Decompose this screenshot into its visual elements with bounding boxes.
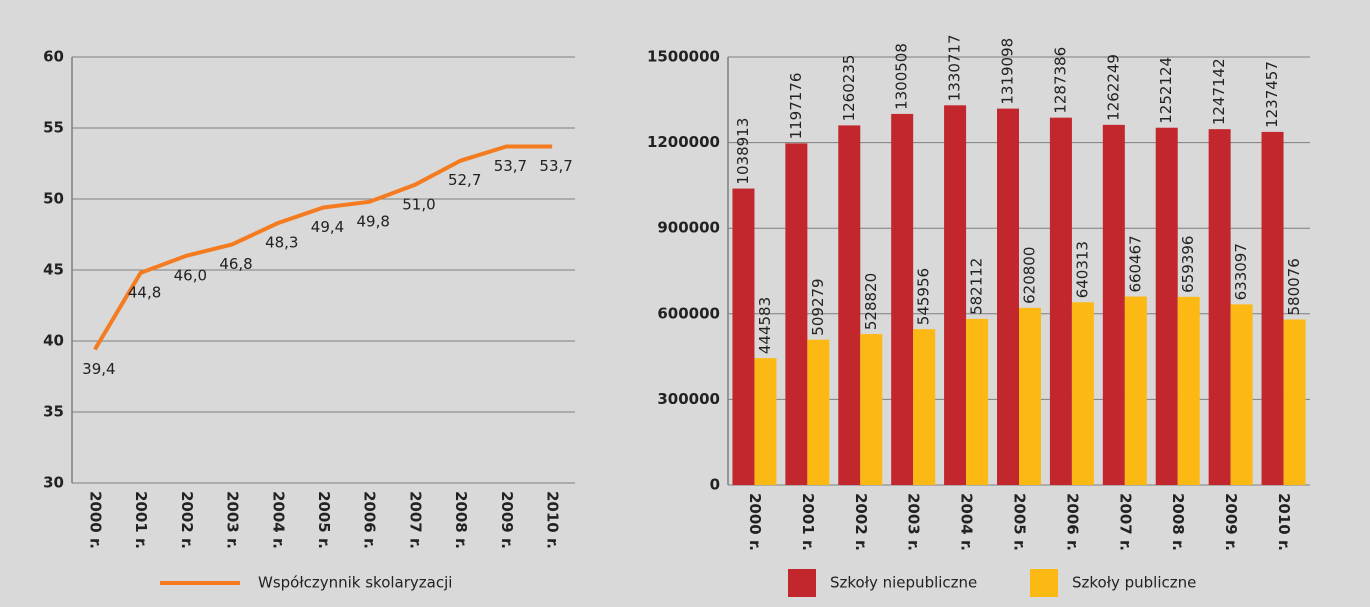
data-label: 48,3	[265, 234, 298, 252]
data-label: 528820	[862, 273, 880, 330]
data-label: 1197176	[787, 73, 805, 140]
x-tick-label: 2004 r.	[958, 493, 976, 551]
data-label: 1319098	[999, 38, 1017, 105]
bar	[732, 188, 755, 486]
bar	[891, 113, 914, 485]
y-tick-label: 35	[43, 403, 64, 421]
x-tick-label: 2001 r.	[799, 493, 817, 551]
bar	[1177, 296, 1200, 485]
data-label: 1260235	[840, 55, 858, 122]
y-tick-label: 55	[43, 119, 64, 137]
y-tick-label: 1200000	[647, 133, 720, 151]
x-tick-label: 2005 r.	[315, 491, 333, 549]
bar	[1155, 127, 1178, 485]
data-label: 52,7	[448, 171, 481, 189]
data-label: 49,8	[357, 212, 390, 230]
x-tick-label: 2003 r.	[224, 491, 242, 549]
data-label: 1038913	[734, 118, 752, 185]
bar	[1208, 129, 1231, 486]
data-label: 640313	[1073, 241, 1091, 298]
x-tick-label: 2000 r.	[746, 493, 764, 551]
x-tick-label: 2002 r.	[852, 493, 870, 551]
data-label: 53,7	[494, 157, 527, 175]
data-label: 1262249	[1104, 54, 1122, 121]
data-label: 545956	[915, 268, 933, 325]
data-label: 53,7	[539, 157, 572, 175]
legend-label: Współczynnik skolaryzacji	[258, 574, 452, 592]
line	[93, 144, 553, 351]
x-tick-label: 2006 r.	[361, 491, 379, 549]
x-tick-label: 2003 r.	[905, 493, 923, 551]
bar	[1230, 304, 1253, 485]
data-label: 51,0	[402, 195, 435, 213]
legend-swatch	[788, 569, 816, 597]
data-label: 39,4	[82, 360, 115, 378]
data-label: 1330717	[946, 34, 964, 101]
data-label: 633097	[1232, 243, 1250, 300]
x-tick-label: 2008 r.	[452, 491, 470, 549]
y-tick-label: 50	[43, 190, 64, 208]
y-tick-label: 30	[43, 474, 64, 492]
data-label: 620800	[1021, 247, 1039, 304]
bar	[966, 318, 989, 485]
bar	[754, 358, 777, 485]
x-tick-label: 2002 r.	[178, 491, 196, 549]
x-tick-label: 2009 r.	[1222, 493, 1240, 551]
data-label: 1300508	[893, 43, 911, 110]
bar	[913, 329, 936, 485]
legend-label: Szkoły niepubliczne	[830, 574, 977, 592]
data-label: 582112	[968, 258, 986, 315]
y-tick-label: 45	[43, 261, 64, 279]
data-label: 660467	[1126, 235, 1144, 292]
bar	[1049, 117, 1072, 485]
bar	[1261, 131, 1284, 485]
bar	[1019, 307, 1041, 485]
x-tick-label: 2008 r.	[1169, 493, 1187, 551]
y-tick-label: 600000	[657, 304, 720, 322]
bar	[1283, 319, 1306, 485]
x-tick-label: 2009 r.	[498, 491, 516, 549]
legend-label: Szkoły publiczne	[1072, 574, 1196, 592]
y-tick-label: 1500000	[647, 48, 720, 66]
y-tick-label: 300000	[657, 390, 720, 408]
x-tick-label: 2010 r.	[1275, 493, 1293, 551]
bar	[1102, 124, 1125, 485]
bar	[944, 105, 967, 485]
y-tick-label: 60	[43, 48, 64, 66]
bar	[1124, 296, 1147, 485]
data-label: 1247142	[1210, 58, 1228, 125]
x-tick-label: 2000 r.	[86, 491, 104, 549]
bar	[807, 339, 830, 485]
data-label: 46,8	[219, 255, 252, 273]
y-tick-label: 900000	[657, 219, 720, 237]
x-tick-label: 2004 r.	[269, 491, 287, 549]
data-label: 659396	[1179, 236, 1197, 293]
legend-swatch	[1030, 569, 1058, 597]
data-label: 1252124	[1157, 57, 1175, 124]
data-label: 44,8	[128, 283, 161, 301]
bar	[1071, 302, 1094, 485]
x-tick-label: 2007 r.	[406, 491, 424, 549]
y-tick-label: 0	[710, 476, 720, 494]
data-label: 509279	[809, 278, 827, 335]
x-tick-label: 2005 r.	[1011, 493, 1029, 551]
data-label: 1287386	[1051, 47, 1069, 114]
data-label: 444583	[756, 297, 774, 354]
y-tick-label: 40	[43, 332, 64, 350]
bar	[860, 334, 883, 485]
x-tick-label: 2001 r.	[132, 491, 150, 549]
bar	[997, 108, 1019, 485]
x-tick-label: 2007 r.	[1116, 493, 1134, 551]
data-label: 46,0	[174, 266, 207, 284]
data-label: 49,4	[311, 218, 344, 236]
x-tick-label: 2010 r.	[544, 491, 562, 549]
bar	[785, 143, 808, 486]
data-label: 1237457	[1263, 61, 1281, 128]
bar	[838, 125, 861, 485]
x-tick-label: 2006 r.	[1063, 493, 1081, 551]
data-label: 580076	[1285, 258, 1303, 315]
